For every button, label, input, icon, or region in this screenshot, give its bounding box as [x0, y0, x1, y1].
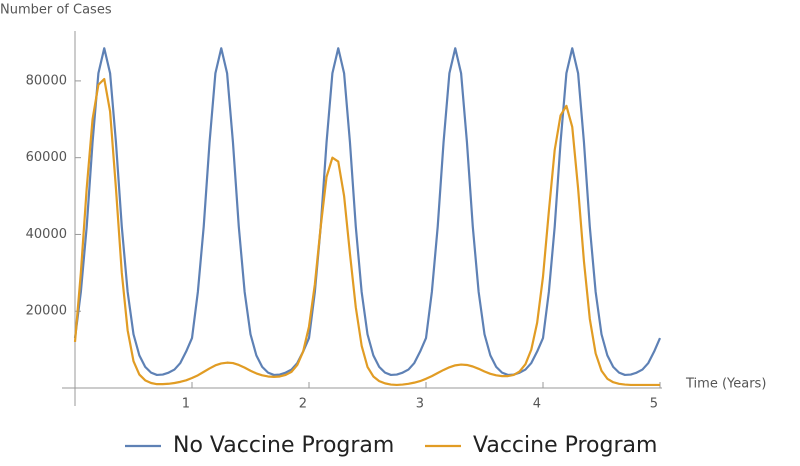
y-tick-label: 20000 [26, 304, 67, 319]
y-tick-label: 80000 [26, 73, 67, 88]
x-tick-label: 2 [299, 397, 307, 412]
y-tick-label: 60000 [26, 150, 67, 165]
legend-text: Vaccine Program [473, 433, 657, 458]
y-tick-label: 40000 [26, 227, 67, 242]
x-tick-label: 5 [650, 397, 658, 412]
series-line [73, 47, 662, 377]
y-axis-label: Number of Cases [0, 3, 112, 18]
series-line [73, 77, 660, 387]
x-tick-label: 3 [416, 397, 424, 412]
legend-text: No Vaccine Program [173, 433, 394, 458]
x-axis-label: Time (Years) [685, 377, 766, 392]
x-tick-label: 4 [533, 397, 541, 412]
x-tick-label: 1 [182, 397, 190, 412]
